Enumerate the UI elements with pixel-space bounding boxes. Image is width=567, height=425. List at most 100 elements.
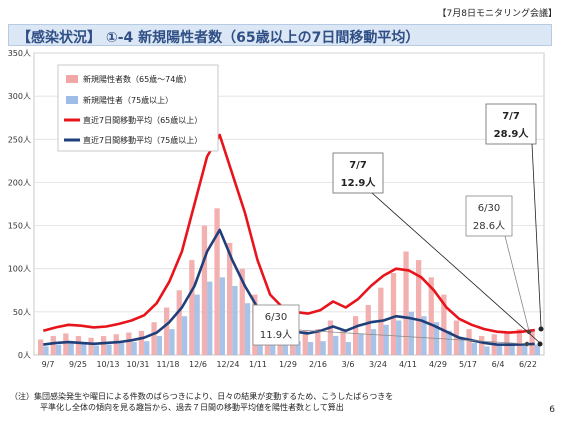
x-tick-label: 1/29	[279, 360, 297, 369]
bar	[93, 345, 99, 355]
footnote: （注）集団感染発生や曜日による件数のばらつきにより、日々の結果が変動するため、こ…	[10, 391, 393, 413]
meeting-tag: 【7月8日モニタリング会議】	[437, 9, 557, 19]
bar	[302, 330, 308, 355]
bar	[408, 311, 414, 355]
bar	[534, 344, 540, 355]
bar	[189, 260, 195, 355]
bar	[327, 320, 334, 355]
callout-6-30-65plus: 6/30 28.6人	[465, 195, 532, 335]
bar	[479, 336, 485, 355]
callout-box	[332, 152, 384, 194]
bar	[516, 329, 523, 355]
bar	[509, 344, 515, 355]
bar	[50, 336, 56, 355]
page-title: 【感染状況】 ①-4 新規陽性者数（65歳以上の7日間移動平均）	[17, 30, 420, 46]
bar	[270, 336, 276, 355]
bar	[370, 329, 377, 355]
bar	[365, 304, 371, 355]
callout-box	[465, 195, 513, 237]
bar	[194, 294, 200, 355]
bar	[181, 316, 188, 355]
callout-7-7-75plus: 7/7 12.9人	[332, 152, 543, 347]
x-axis: 9/7 9/25 10/13 10/31 11/18 12/6 12/24 1/11 1/29 2…	[42, 360, 537, 369]
bar	[227, 242, 233, 355]
callout-box	[485, 103, 537, 145]
bar	[88, 337, 94, 355]
callout-6-30-75plus: 6/30 11.9人	[252, 304, 530, 347]
bar	[201, 225, 208, 355]
callout-marker	[524, 341, 530, 347]
bar	[466, 329, 472, 355]
x-tick-label: 12/24	[216, 360, 239, 369]
bar	[471, 342, 477, 355]
callout-leader	[531, 143, 542, 328]
y-axis: 0人 50人 100人 150人 200人 250人 300人 350人	[8, 49, 31, 360]
x-tick-label: 11/18	[156, 360, 179, 369]
x-tick-label: 9/7	[42, 360, 55, 369]
bar	[156, 336, 162, 355]
callout-date: 6/30	[478, 203, 500, 214]
bar	[307, 342, 314, 355]
bar	[118, 342, 125, 355]
bar	[151, 322, 157, 355]
y-tick-label: 350人	[8, 49, 31, 58]
callout-leader	[371, 192, 541, 344]
callout-marker	[537, 341, 543, 347]
legend-swatch-bar-75	[66, 96, 78, 104]
bar	[63, 333, 69, 355]
legend-swatch-bar-65-74	[66, 75, 78, 83]
title-bar: 【感染状況】 ①-4 新規陽性者数（65歳以上の7日間移動平均）	[8, 24, 552, 46]
bar	[176, 290, 182, 355]
bar	[55, 344, 62, 355]
chart: 0人 50人 100人 150人 200人 250人 300人 350人 9/7 9/25 10/…	[8, 49, 545, 369]
page-number: 6	[549, 405, 555, 415]
callout-value: 12.9人	[341, 176, 377, 189]
bar	[81, 343, 87, 355]
bar	[496, 345, 503, 355]
bar	[282, 340, 288, 355]
bar	[345, 342, 351, 355]
bar	[428, 277, 434, 355]
x-tick-label: 12/6	[189, 360, 207, 369]
bar	[43, 346, 49, 355]
bar	[113, 334, 119, 355]
bar	[38, 339, 44, 355]
bar	[315, 329, 321, 355]
legend-label-line-75: 直近7日間移動平均（75歳以上）	[83, 135, 202, 145]
bar	[214, 208, 220, 355]
x-tick-label: 6/4	[492, 360, 505, 369]
callout-leader	[298, 329, 528, 345]
legend-label-line-65: 直近7日間移動平均（65歳以上）	[83, 115, 202, 125]
y-tick-label: 150人	[8, 222, 31, 231]
callout-7-7-65plus: 7/7 28.9人	[485, 103, 544, 332]
bar	[232, 285, 238, 355]
bar	[144, 341, 150, 355]
x-tick-label: 5/17	[459, 360, 477, 369]
callout-leader	[504, 235, 530, 332]
bar	[340, 329, 346, 355]
y-tick-label: 0人	[18, 351, 31, 360]
x-tick-label: 1/11	[249, 360, 267, 369]
callout-date: 7/7	[349, 160, 367, 171]
y-tick-label: 250人	[8, 135, 31, 144]
bar	[106, 344, 112, 355]
bar	[131, 342, 137, 355]
x-tick-label: 3/6	[342, 360, 355, 369]
bar	[138, 330, 145, 355]
bar	[244, 303, 251, 355]
footnote-line-1: （注）集団感染発生や曜日による件数のばらつきにより、日々の結果が変動するため、こ…	[10, 392, 394, 401]
bar	[295, 341, 301, 355]
callout-date: 7/7	[502, 111, 520, 122]
bar	[441, 294, 447, 355]
bar	[421, 316, 427, 355]
legend-label-bar-65-74: 新規陽性者数（65歳～74歳）	[83, 74, 191, 84]
callout-value: 28.9人	[494, 127, 530, 140]
callout-value: 11.9人	[260, 329, 292, 341]
bar	[416, 260, 422, 355]
callout-value: 28.6人	[473, 220, 505, 232]
bar	[353, 316, 359, 355]
x-tick-label: 3/24	[369, 360, 387, 369]
callout-date: 6/30	[265, 312, 287, 323]
legend-label-bar-75: 新規陽性者（75歳以上）	[83, 95, 173, 105]
x-tick-label: 4/29	[429, 360, 447, 369]
